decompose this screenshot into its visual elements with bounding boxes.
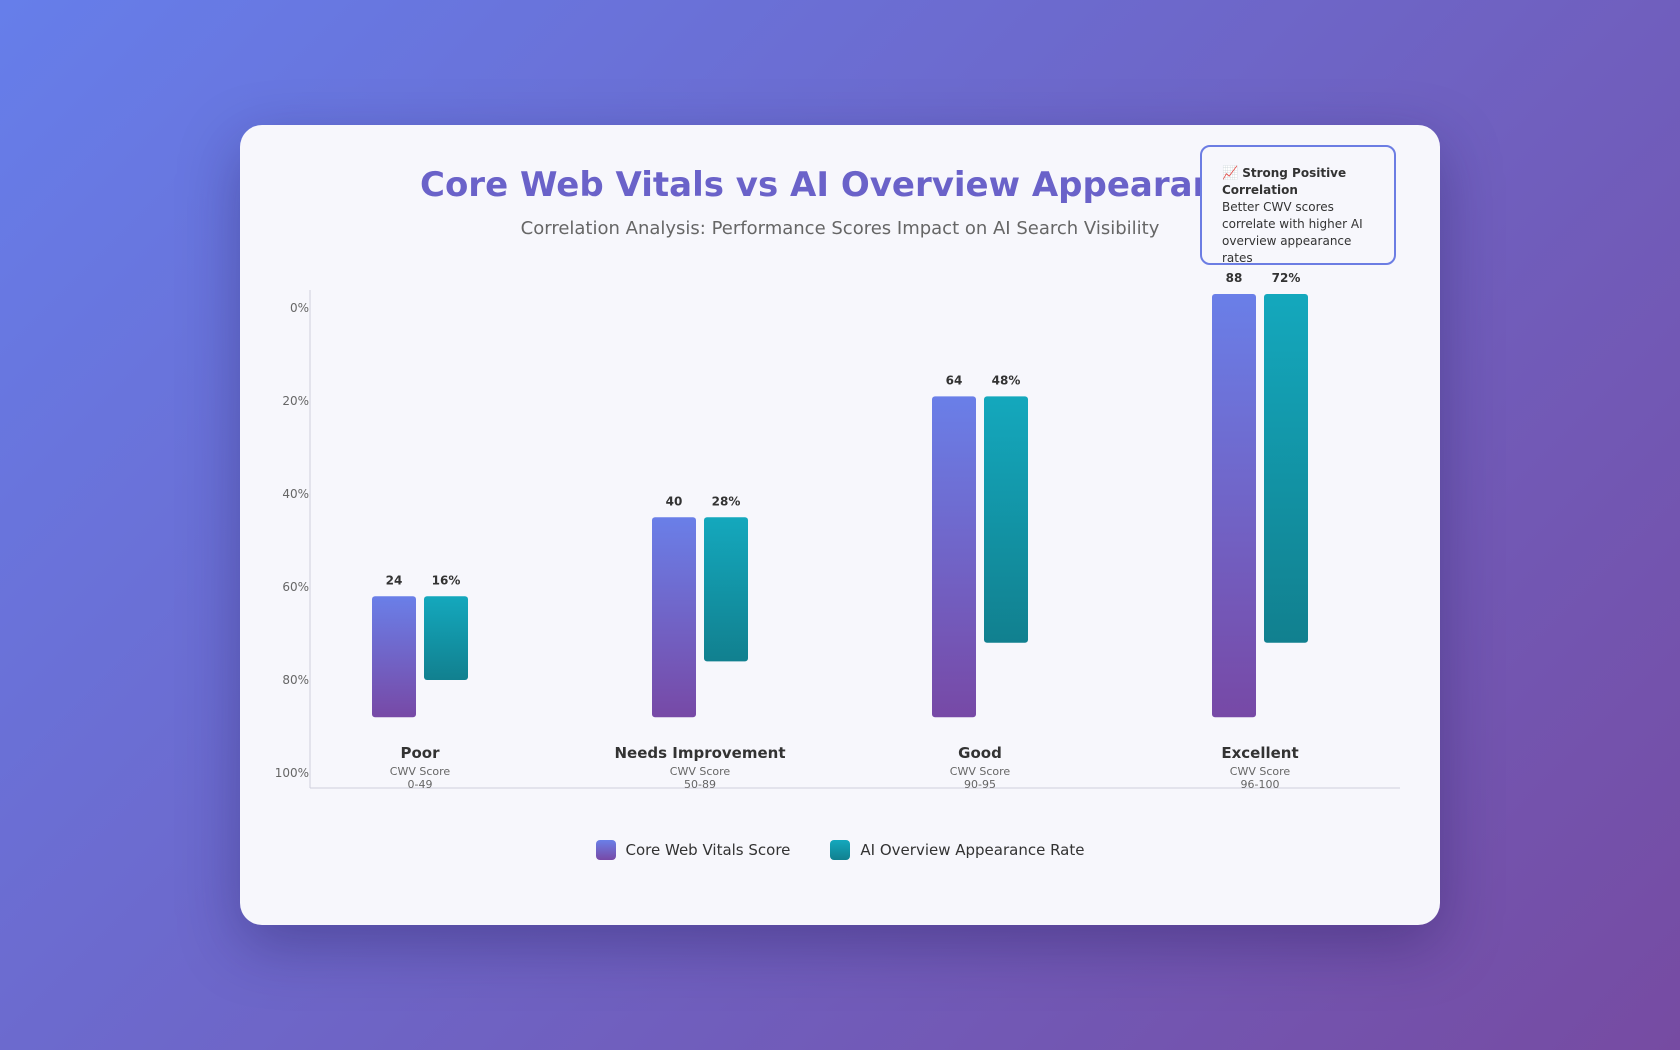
data-label-cwv: 88 (1226, 271, 1243, 285)
y-tick-label: 40% (282, 487, 309, 501)
data-label-cwv: 64 (946, 373, 963, 387)
category-range: 90-95 (964, 778, 996, 791)
category-sublabel: CWV Score (390, 765, 451, 778)
category-range: 96-100 (1241, 778, 1280, 791)
bar-cwv (932, 396, 976, 718)
legend-label-ai: AI Overview Appearance Rate (860, 841, 1085, 859)
correlation-callout: 📈 Strong Positive Correlation Better CWV … (1200, 145, 1396, 265)
y-tick-label: 0% (290, 301, 309, 315)
bar-ai (984, 396, 1028, 643)
legend-swatch-cwv (595, 840, 616, 860)
chart-card: Core Web Vitals vs AI Overview Appearanc… (240, 125, 1440, 925)
legend-item-cwv: Core Web Vitals Score (595, 840, 791, 860)
y-tick-label: 100% (275, 766, 309, 780)
data-label-cwv: 24 (386, 573, 403, 587)
bar-ai (1264, 294, 1308, 643)
bar-cwv (1212, 294, 1256, 718)
category-range: 50-89 (684, 778, 716, 791)
chart-increasing-icon: 📈 (1222, 166, 1239, 181)
bar-ai (424, 596, 468, 680)
callout-title: Strong Positive Correlation (1222, 166, 1347, 197)
legend-swatch-ai (830, 840, 851, 860)
legend-label-cwv: Core Web Vitals Score (625, 841, 791, 859)
category-label: Needs Improvement (614, 744, 785, 762)
y-tick-label: 60% (282, 580, 309, 594)
category-sublabel: CWV Score (670, 765, 731, 778)
data-label-ai: 16% (432, 573, 461, 587)
bar-ai (704, 517, 748, 662)
category-sublabel: CWV Score (950, 765, 1011, 778)
data-label-ai: 28% (712, 494, 741, 508)
y-tick-label: 20% (282, 394, 309, 408)
data-label-ai: 72% (1272, 271, 1301, 285)
chart-legend: Core Web Vitals Score AI Overview Appear… (240, 840, 1440, 860)
y-tick-label: 80% (282, 673, 309, 687)
callout-text: Better CWV scores correlate with higher … (1222, 200, 1363, 265)
chart-title: Core Web Vitals vs AI Overview Appearanc… (420, 165, 1260, 205)
bar-cwv (652, 517, 696, 718)
category-sublabel: CWV Score (1230, 765, 1291, 778)
bar-cwv (372, 596, 416, 718)
category-label: Excellent (1221, 744, 1298, 762)
chart-subtitle: Correlation Analysis: Performance Scores… (520, 218, 1160, 239)
category-range: 0-49 (408, 778, 433, 791)
category-label: Poor (400, 744, 440, 762)
data-label-ai: 48% (992, 373, 1021, 387)
data-label-cwv: 40 (666, 494, 683, 508)
legend-item-ai: AI Overview Appearance Rate (830, 840, 1084, 860)
category-label: Good (958, 744, 1002, 762)
